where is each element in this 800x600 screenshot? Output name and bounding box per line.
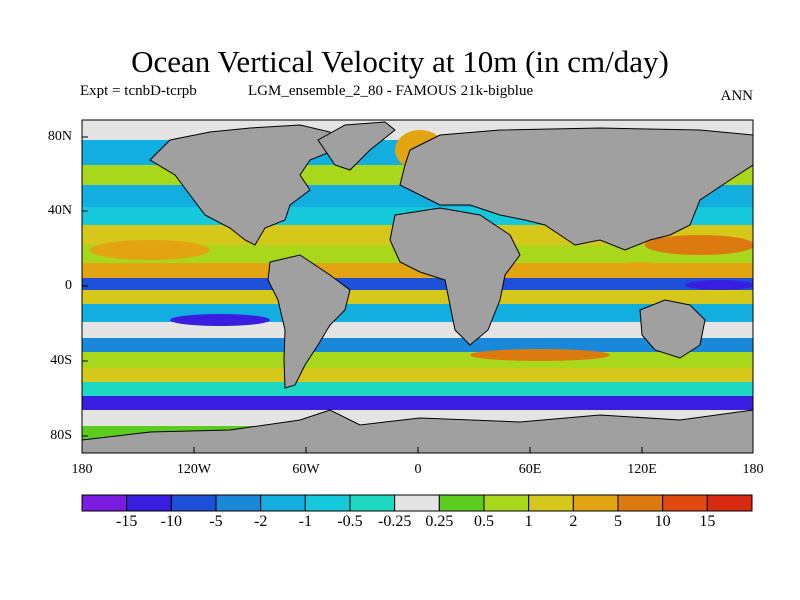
lon-tick-label: 0 — [414, 462, 422, 477]
eurasia — [399, 127, 753, 251]
colorbar-tick-label: -2 — [253, 513, 268, 530]
lon-tick-label: 180 — [742, 462, 764, 477]
map-title: Ocean Vertical Velocity at 10m (in cm/da… — [131, 44, 669, 79]
colorbar-tick-label: -10 — [160, 513, 182, 530]
colorbar-tick-label: 0.25 — [425, 513, 454, 530]
colorbar-tick-label: 2 — [569, 513, 578, 530]
colorbar-swatch — [349, 494, 396, 512]
australia — [639, 299, 706, 359]
ensemble-label: LGM_ensemble_2_80 - FAMOUS 21k-bigblue — [248, 83, 534, 99]
lon-tick-label: 60W — [292, 462, 320, 477]
colorbar-swatch — [215, 494, 262, 512]
colorbar-swatch — [260, 494, 306, 512]
land-masses — [82, 121, 753, 453]
colorbar-swatch — [304, 494, 351, 512]
colorbar-tick-label: -0.25 — [377, 513, 412, 530]
colorbar-tick-label: 0.5 — [474, 513, 494, 530]
colorbar-swatch — [706, 494, 753, 512]
lat-tick-label: 40N — [47, 203, 72, 218]
lon-tick-label: 120E — [627, 462, 657, 477]
colorbar-swatch — [81, 494, 128, 512]
lon-tick-label: 180 — [71, 462, 93, 477]
colorbar-tick-label: -5 — [209, 513, 223, 530]
axis-ticks — [81, 136, 754, 453]
africa — [389, 207, 521, 346]
lat-tick-label: 80S — [50, 428, 72, 443]
north-america — [149, 124, 336, 246]
colorbar-tick-label: -1 — [298, 513, 312, 530]
experiment-label: Expt = tcnbD-tcrpb — [80, 83, 197, 99]
colorbar-swatch — [170, 494, 217, 512]
colorbar-swatch — [528, 494, 574, 512]
antarctica — [82, 409, 753, 453]
colorbar-swatch — [662, 494, 708, 512]
colorbar-tick-label: 5 — [614, 513, 622, 530]
greenland — [317, 121, 396, 171]
colorbar-swatch — [483, 494, 530, 512]
lon-tick-label: 60E — [518, 462, 542, 477]
colorbar-tick-label: 15 — [699, 513, 716, 530]
season-label: ANN — [720, 88, 754, 104]
colorbar-tick-label: -15 — [115, 513, 138, 530]
colorbar-swatch — [572, 494, 619, 512]
colorbar-swatch — [617, 494, 664, 512]
colorbar — [81, 494, 753, 512]
lon-tick-label: 120W — [176, 462, 212, 477]
colorbar-swatch — [438, 494, 485, 512]
colorbar-swatch — [394, 494, 440, 512]
colorbar-tick-label: -0.5 — [337, 513, 363, 530]
colorbar-tick-label: 10 — [654, 513, 671, 530]
lat-tick-label: 80N — [47, 129, 72, 144]
lat-tick-label: 0 — [65, 278, 72, 293]
colorbar-swatch — [126, 494, 172, 512]
south-america — [267, 254, 351, 389]
lat-tick-label: 40S — [50, 353, 72, 368]
colorbar-tick-label: 1 — [524, 513, 533, 530]
